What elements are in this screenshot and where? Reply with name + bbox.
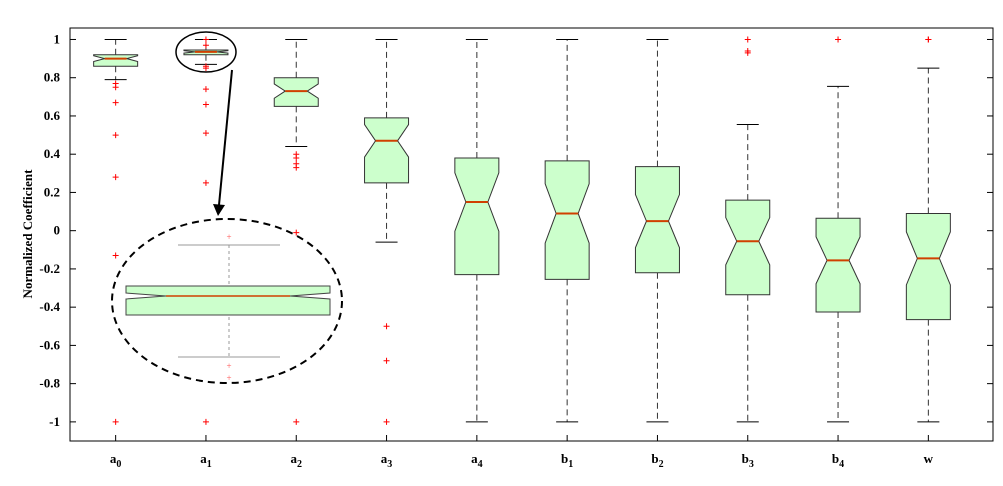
zoom-box <box>125 285 331 316</box>
outlier <box>112 99 119 106</box>
outlier <box>202 36 209 43</box>
outlier <box>293 418 300 425</box>
y-axis-label: Normalized Coefficient <box>20 169 35 299</box>
outlier <box>112 252 119 259</box>
zoom-outlier: + <box>226 373 231 383</box>
y-tick-label: 0.6 <box>44 108 61 123</box>
outlier <box>835 36 842 43</box>
x-tick-label: a2 <box>291 451 303 470</box>
outlier <box>202 42 209 49</box>
box <box>634 166 680 274</box>
box <box>93 54 139 67</box>
plot-frame <box>69 27 994 442</box>
arrow-head <box>213 204 225 216</box>
outlier <box>112 84 119 91</box>
outlier <box>112 174 119 181</box>
zoom-inset: + + + <box>111 31 343 384</box>
y-tick-label: 0.8 <box>44 70 61 85</box>
outlier <box>383 418 390 425</box>
x-tick-label: b3 <box>742 451 754 470</box>
outlier <box>925 36 932 43</box>
y-tick-label: -0.8 <box>39 376 60 391</box>
zoom-ellipse <box>111 218 343 384</box>
y-tick-label: -0.4 <box>39 299 60 314</box>
y-tick-label: -0.6 <box>39 337 60 352</box>
outlier <box>744 36 751 43</box>
y-tick-label: 0.4 <box>44 146 61 161</box>
outlier <box>383 357 390 364</box>
outlier <box>202 418 209 425</box>
outlier <box>293 155 300 162</box>
box <box>364 117 410 184</box>
outlier <box>202 65 209 72</box>
highlight-circle <box>175 31 237 73</box>
x-tick-label: a4 <box>471 451 483 470</box>
outlier <box>293 164 300 171</box>
x-tick-label: a0 <box>110 451 122 470</box>
outlier <box>202 179 209 186</box>
x-tick-label: a3 <box>381 451 393 470</box>
outlier <box>202 101 209 108</box>
box <box>815 217 861 313</box>
zoom-arrow <box>218 69 233 206</box>
y-tick-label: -0.2 <box>39 261 60 276</box>
outlier <box>744 49 751 56</box>
x-tick-label: b1 <box>561 451 573 470</box>
x-tick-label: a1 <box>200 451 212 470</box>
zoom-outlier: + <box>226 232 231 242</box>
outlier <box>202 86 209 93</box>
x-tick-label: b4 <box>832 451 844 470</box>
box <box>905 212 951 321</box>
outlier <box>112 132 119 139</box>
outlier <box>293 229 300 236</box>
box <box>544 160 590 280</box>
x-tick-label: w <box>924 451 934 466</box>
box <box>454 157 500 276</box>
box <box>725 199 771 296</box>
outlier <box>202 130 209 137</box>
y-tick-label: 0 <box>54 223 61 238</box>
y-tick-label: 1 <box>54 31 61 46</box>
y-tick-label: -1 <box>49 414 60 429</box>
outlier <box>112 418 119 425</box>
x-tick-label: b2 <box>651 451 663 470</box>
outlier <box>383 323 390 330</box>
y-tick-label: 0.2 <box>44 184 60 199</box>
zoom-outlier: + <box>226 361 231 371</box>
